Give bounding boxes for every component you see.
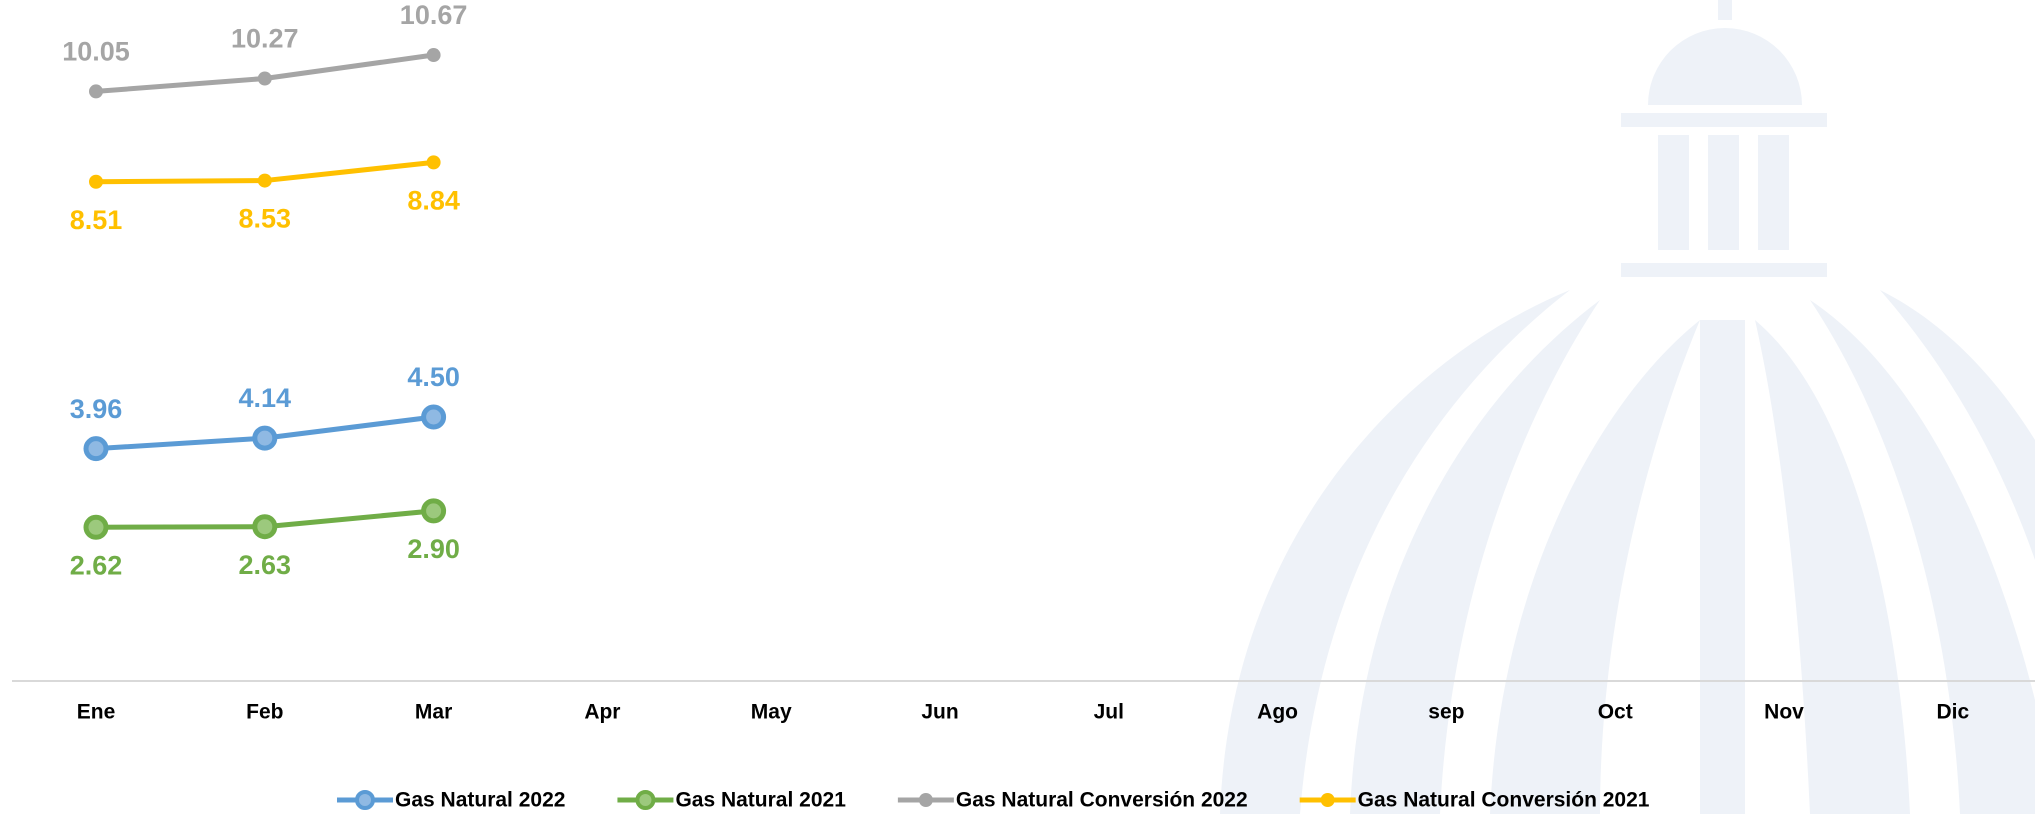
point-marker: [89, 84, 103, 98]
data-label: 8.53: [239, 204, 292, 234]
x-tick-label: Oct: [1598, 701, 1633, 724]
chart: Ene Feb Mar Apr May Jun Jul Ago sep Oct Nov Dic 3.96…: [0, 0, 2035, 814]
point-marker: [255, 428, 275, 448]
data-label: 4.14: [239, 383, 292, 413]
x-tick-label: sep: [1428, 701, 1464, 724]
legend-marker: [357, 792, 373, 808]
data-label: 10.05: [62, 37, 130, 67]
legend-item: Gas Natural 2022: [337, 789, 565, 812]
x-tick-label: Ago: [1257, 701, 1298, 724]
data-label: 2.63: [239, 550, 292, 580]
legend-label: Gas Natural Conversión 2022: [956, 789, 1248, 812]
legend-marker: [1321, 793, 1335, 807]
point-marker: [258, 174, 272, 188]
point-marker: [427, 48, 441, 62]
watermark: [1220, 0, 2035, 814]
x-tick-label: Mar: [415, 701, 452, 724]
point-marker: [424, 407, 444, 427]
data-label: 10.67: [400, 0, 468, 30]
data-label: 8.84: [407, 186, 460, 216]
legend-label: Gas Natural 2021: [675, 789, 846, 812]
x-tick-label: May: [751, 701, 792, 724]
point-marker: [86, 439, 106, 459]
legend-label: Gas Natural 2022: [395, 789, 565, 812]
point-marker: [427, 155, 441, 169]
data-label: 10.27: [231, 24, 299, 54]
point-marker: [86, 517, 106, 537]
point-marker: [89, 175, 103, 189]
x-tick-label: Dic: [1936, 701, 1969, 724]
data-label: 3.96: [70, 394, 123, 424]
point-marker: [255, 517, 275, 537]
x-tick-label: Nov: [1764, 701, 1804, 724]
x-tick-label: Feb: [246, 701, 283, 724]
legend-item: Gas Natural Conversión 2022: [898, 789, 1248, 812]
point-marker: [424, 501, 444, 521]
legend-marker: [919, 793, 933, 807]
point-marker: [258, 71, 272, 85]
data-label: 2.90: [407, 534, 460, 564]
x-tick-label: Jul: [1094, 701, 1124, 724]
x-tick-label: Jun: [921, 701, 958, 724]
legend-label: Gas Natural Conversión 2021: [1358, 789, 1650, 812]
x-tick-label: Apr: [584, 701, 620, 724]
data-label: 2.62: [70, 550, 123, 580]
data-label: 4.50: [407, 362, 460, 392]
data-label: 8.51: [70, 205, 123, 235]
legend-marker: [637, 792, 653, 808]
x-tick-label: Ene: [77, 701, 116, 724]
legend-item: Gas Natural 2021: [617, 789, 846, 812]
